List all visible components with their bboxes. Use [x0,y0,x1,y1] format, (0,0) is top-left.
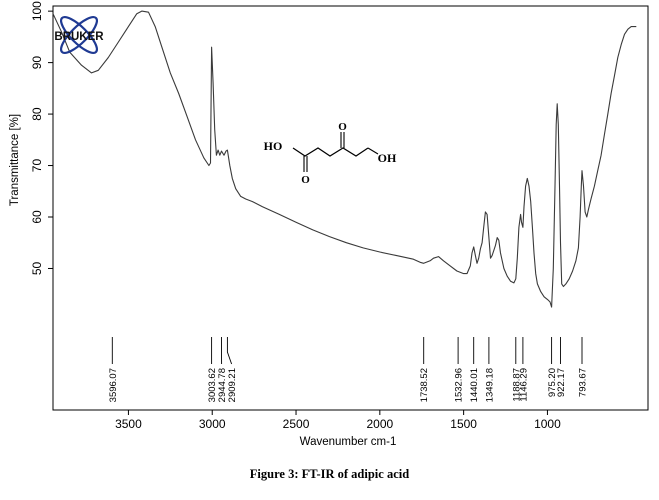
x-tick-label: 2500 [283,417,310,431]
x-tick-label: 2000 [366,417,393,431]
x-tick-label: 3500 [115,417,142,431]
spectrum-line [52,10,637,308]
peak-label: 975.20 [547,368,558,397]
x-axis-label: Wavenumber cm-1 [300,436,397,448]
carbon-chain [292,147,369,157]
peak-label: 1146.29 [518,368,529,402]
peak-label: 1349.18 [484,368,495,402]
right-oh-bond [367,147,379,155]
y-tick-label: 80 [30,107,44,121]
peak-label: 1738.52 [419,368,430,402]
x-tick-label: 1000 [534,417,561,431]
plot-frame [52,5,649,411]
peak-label: 1188.87 [511,368,522,402]
y-tick-label: 90 [30,56,44,70]
peak-label: 3003.62 [207,368,218,402]
peak-label: 922.17 [556,368,567,397]
hydroxyl-right-label: OH [378,151,397,165]
hydroxyl-left-label: HO [264,139,283,153]
y-tick-label: 100 [30,1,44,21]
adipic-acid-structure: HO OH O O [264,121,397,186]
peak-label: 793.67 [578,368,589,397]
atom-orbit-icon [60,16,98,54]
peak-label: 2944.78 [217,368,228,402]
peak-marker [226,337,233,365]
peak-labels: 3596.07 3003.62 2944.78 2909.21 1738.52 1532.… [108,337,589,402]
x-tick-label: 3000 [199,417,226,431]
peak-label: 1440.01 [469,368,480,402]
peak-label: 2909.21 [227,368,238,402]
figure-caption: Figure 3: FT-IR of adipic acid [249,467,410,481]
spectrum [52,10,637,308]
y-axis-label: Transmittance [%] [9,114,21,206]
bruker-logo-text: BRUKER [54,31,104,43]
bruker-logo: BRUKER [54,16,104,54]
peak-label: 3596.07 [108,368,119,402]
y-tick-label: 60 [30,210,44,224]
x-tick-label: 1500 [450,417,477,431]
carbonyl-right-label: O [338,121,347,133]
y-tick-label: 70 [30,159,44,173]
y-tick-label: 50 [30,261,44,275]
x-axis: 3500 3000 2500 2000 1500 1000 [115,410,561,431]
carbonyl-left-label: O [301,174,310,186]
plot-area-border [52,5,649,411]
peak-label: 1532.96 [454,368,465,402]
y-axis: 50 60 70 80 90 100 [30,1,53,275]
